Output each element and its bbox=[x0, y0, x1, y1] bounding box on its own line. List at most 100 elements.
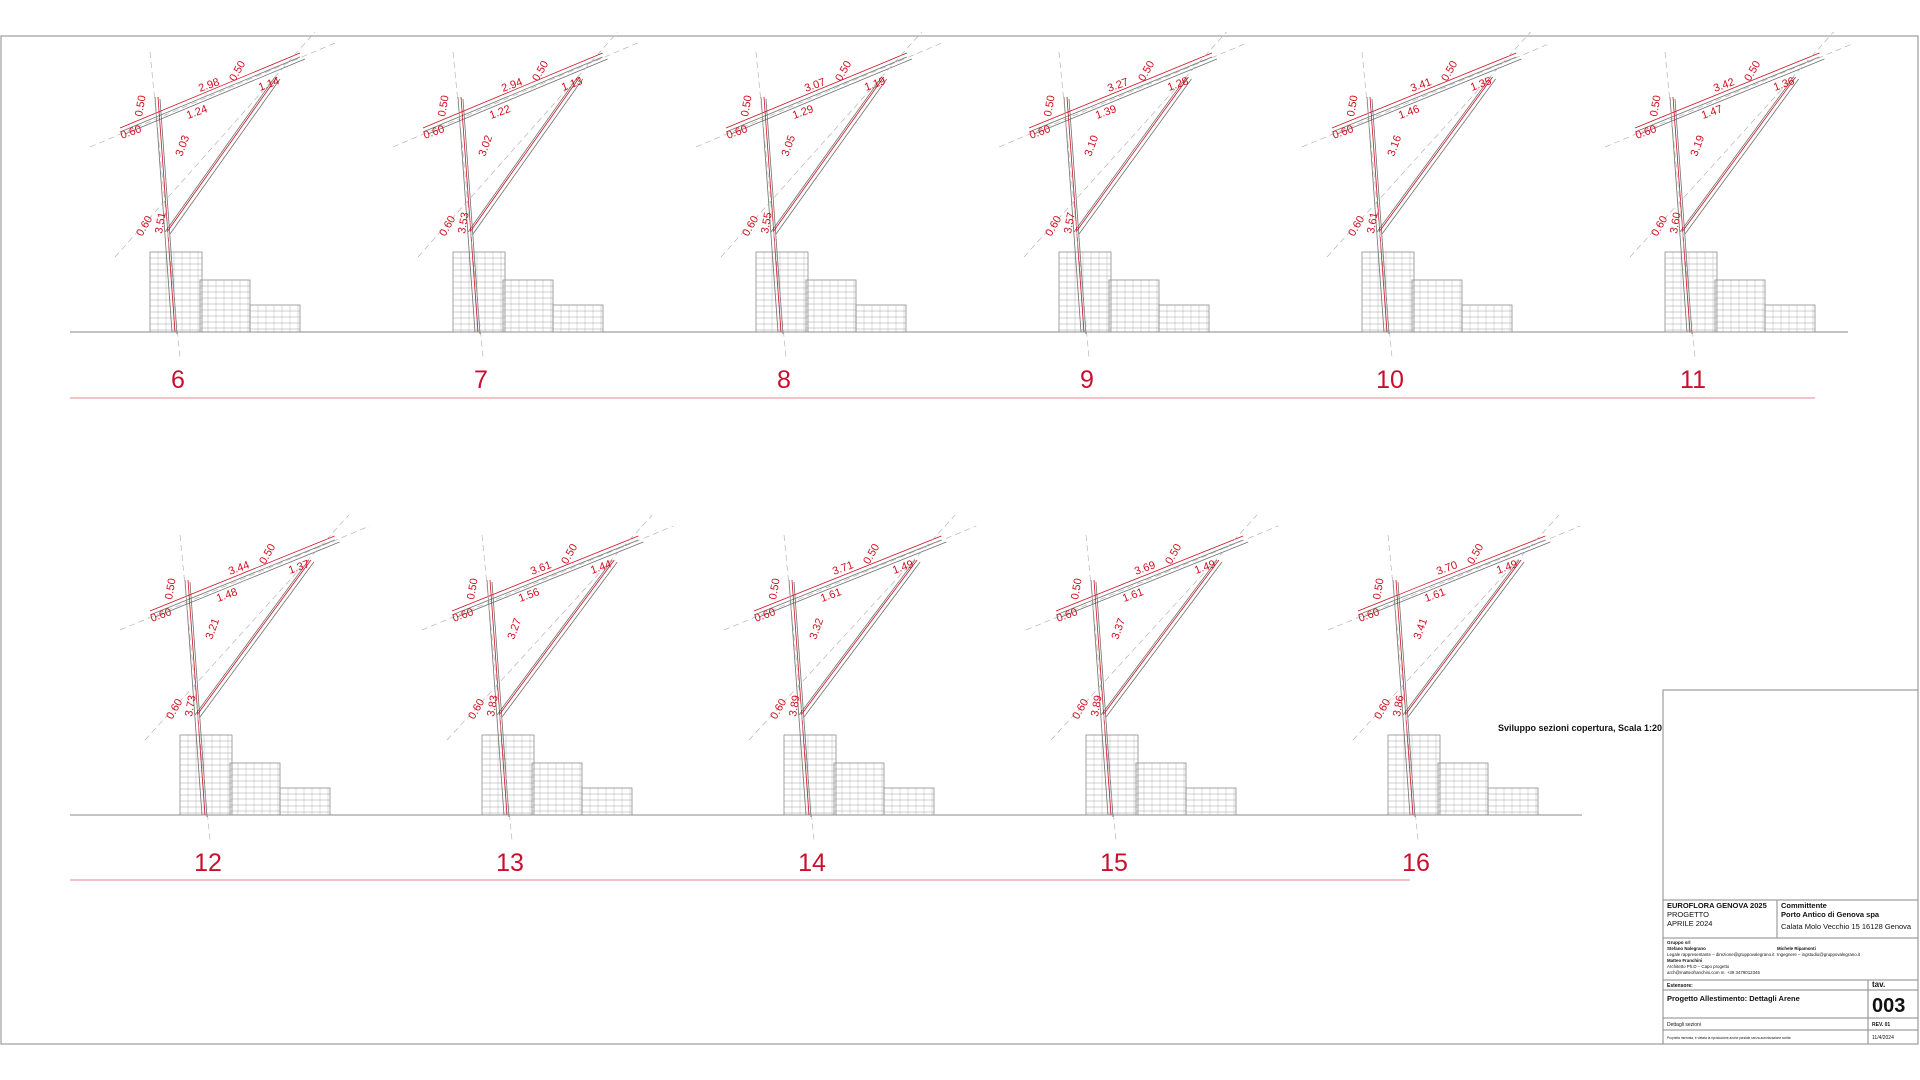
dimension-label: 0.50 bbox=[436, 94, 452, 117]
section-number: 11 bbox=[1680, 366, 1706, 394]
dimension-label: 1.61 bbox=[1121, 586, 1145, 605]
section-cut-lines bbox=[1357, 535, 1546, 816]
tribune-structure bbox=[149, 251, 301, 333]
dimension-labels: 0.503.700.501.490.601.613.410.603.86 bbox=[1357, 542, 1519, 722]
dimension-label: 0.50 bbox=[465, 577, 481, 600]
truss-members bbox=[1634, 56, 1825, 335]
dimension-label: 2.98 bbox=[197, 76, 221, 95]
construction-lines bbox=[1327, 514, 1581, 841]
dimension-label: 3.07 bbox=[803, 76, 827, 95]
studio-line: Legale rappresentante – direzione@gruppo… bbox=[1667, 952, 1775, 957]
dimension-label: 0.60 bbox=[422, 123, 446, 142]
project-date: APRILE 2024 bbox=[1667, 919, 1712, 928]
dimension-label: 2.94 bbox=[500, 76, 524, 95]
tribune-structure bbox=[1387, 734, 1539, 816]
section-number: 13 bbox=[496, 849, 524, 877]
issue-date: 11/4/2024 bbox=[1872, 1035, 1894, 1041]
dimension-label: 1.24 bbox=[185, 103, 209, 122]
studio-line: Stefano Nalegrano bbox=[1667, 946, 1706, 951]
tav-label: tav. bbox=[1872, 980, 1885, 989]
section-cut-lines bbox=[1634, 52, 1820, 333]
section-number: 6 bbox=[171, 366, 185, 394]
dimension-labels: 0.503.410.501.350.601.463.160.603.61 bbox=[1331, 59, 1493, 239]
dimension-labels: 0.502.980.501.140.601.243.030.603.51 bbox=[119, 59, 281, 239]
section-cut-lines bbox=[451, 535, 639, 816]
construction-lines bbox=[1604, 31, 1855, 358]
section-cut-lines bbox=[422, 52, 603, 333]
sections-group: 0.502.980.501.140.601.243.030.603.5160.5… bbox=[89, 31, 1855, 877]
dimension-label: 1.44 bbox=[589, 558, 613, 577]
dimension-label: 0.50 bbox=[1042, 94, 1058, 117]
truss-members bbox=[451, 539, 644, 818]
section-8: 0.503.070.501.190.601.293.050.603.558 bbox=[695, 31, 943, 394]
dimension-label: 0.60 bbox=[1055, 606, 1079, 625]
dimension-label: 0.50 bbox=[861, 542, 882, 567]
client-label: Committente bbox=[1781, 901, 1827, 910]
dimension-label: 1.49 bbox=[1193, 558, 1217, 577]
construction-lines bbox=[1025, 514, 1279, 841]
dimension-label: 0.60 bbox=[725, 123, 749, 142]
drawing-subtitle: Dettagli sezioni bbox=[1667, 1022, 1701, 1028]
dimension-label: 3.21 bbox=[204, 617, 223, 641]
dimension-label: 0.50 bbox=[257, 542, 278, 567]
dimension-label: 0.60 bbox=[1028, 123, 1052, 142]
dimension-label: 0.50 bbox=[133, 94, 149, 117]
dimension-labels: 0.503.420.501.360.601.473.190.603.60 bbox=[1634, 59, 1796, 239]
tribune-structure bbox=[179, 734, 331, 816]
section-cut-lines bbox=[149, 535, 335, 816]
dimension-label: 3.60 bbox=[1668, 211, 1684, 234]
dimension-label: 3.19 bbox=[1689, 134, 1708, 158]
dimension-label: 1.56 bbox=[517, 586, 541, 605]
section-cut-lines bbox=[725, 52, 908, 333]
section-number: 7 bbox=[474, 366, 488, 394]
dimension-label: 3.37 bbox=[1110, 617, 1129, 641]
dimension-label: 3.53 bbox=[456, 211, 472, 234]
extensor-label: Estensore: bbox=[1667, 983, 1693, 989]
dimension-label: 3.86 bbox=[1391, 694, 1407, 717]
dimension-labels: 0.503.270.501.280.601.393.100.603.57 bbox=[1028, 59, 1190, 239]
dimension-label: 0.50 bbox=[767, 577, 783, 600]
dimension-label: 3.51 bbox=[153, 211, 169, 234]
tribune-structure bbox=[481, 734, 633, 816]
construction-lines bbox=[392, 31, 638, 358]
dimension-labels: 0.503.710.501.490.601.613.320.603.89 bbox=[753, 542, 915, 722]
dimension-label: 3.02 bbox=[477, 134, 496, 158]
dimension-label: 1.39 bbox=[1094, 103, 1118, 122]
dimension-label: 0.60 bbox=[1331, 123, 1355, 142]
section-number: 12 bbox=[194, 849, 222, 877]
dimension-label: 3.41 bbox=[1412, 617, 1431, 641]
construction-lines bbox=[998, 31, 1248, 358]
dimension-label: 3.05 bbox=[780, 134, 799, 158]
tribune-structure bbox=[783, 734, 935, 816]
dimension-label: 1.13 bbox=[560, 75, 584, 94]
dimension-label: 0.50 bbox=[1371, 577, 1387, 600]
studio-label: Gruppo srl bbox=[1667, 940, 1690, 945]
dimension-label: 0.60 bbox=[1070, 697, 1091, 722]
section-cut-lines bbox=[119, 52, 301, 333]
construction-lines bbox=[119, 514, 370, 841]
phase: PROGETTO bbox=[1667, 910, 1709, 919]
dimension-label: 0.50 bbox=[739, 94, 755, 117]
dimension-labels: 0.503.070.501.190.601.293.050.603.55 bbox=[725, 59, 887, 239]
title-block: EUROFLORA GENOVA 2025 PROGETTO APRILE 20… bbox=[1662, 689, 1919, 1045]
dimension-label: 3.89 bbox=[1089, 694, 1105, 717]
dimension-label: 0.60 bbox=[1649, 214, 1670, 239]
tribune-structure bbox=[1361, 251, 1513, 333]
dimension-label: 0.60 bbox=[149, 606, 173, 625]
section-cut-lines bbox=[1055, 535, 1244, 816]
dimension-label: 0.50 bbox=[1465, 542, 1486, 567]
dimension-label: 1.22 bbox=[488, 103, 512, 122]
section-number: 8 bbox=[777, 366, 791, 394]
dimension-label: 3.10 bbox=[1083, 134, 1102, 158]
dimension-label: 0.60 bbox=[134, 214, 155, 239]
construction-lines bbox=[1301, 31, 1552, 358]
dimension-label: 3.73 bbox=[183, 694, 199, 717]
dimension-label: 0.50 bbox=[1136, 59, 1157, 84]
tribune-structure bbox=[452, 251, 604, 333]
truss-members bbox=[149, 539, 340, 818]
